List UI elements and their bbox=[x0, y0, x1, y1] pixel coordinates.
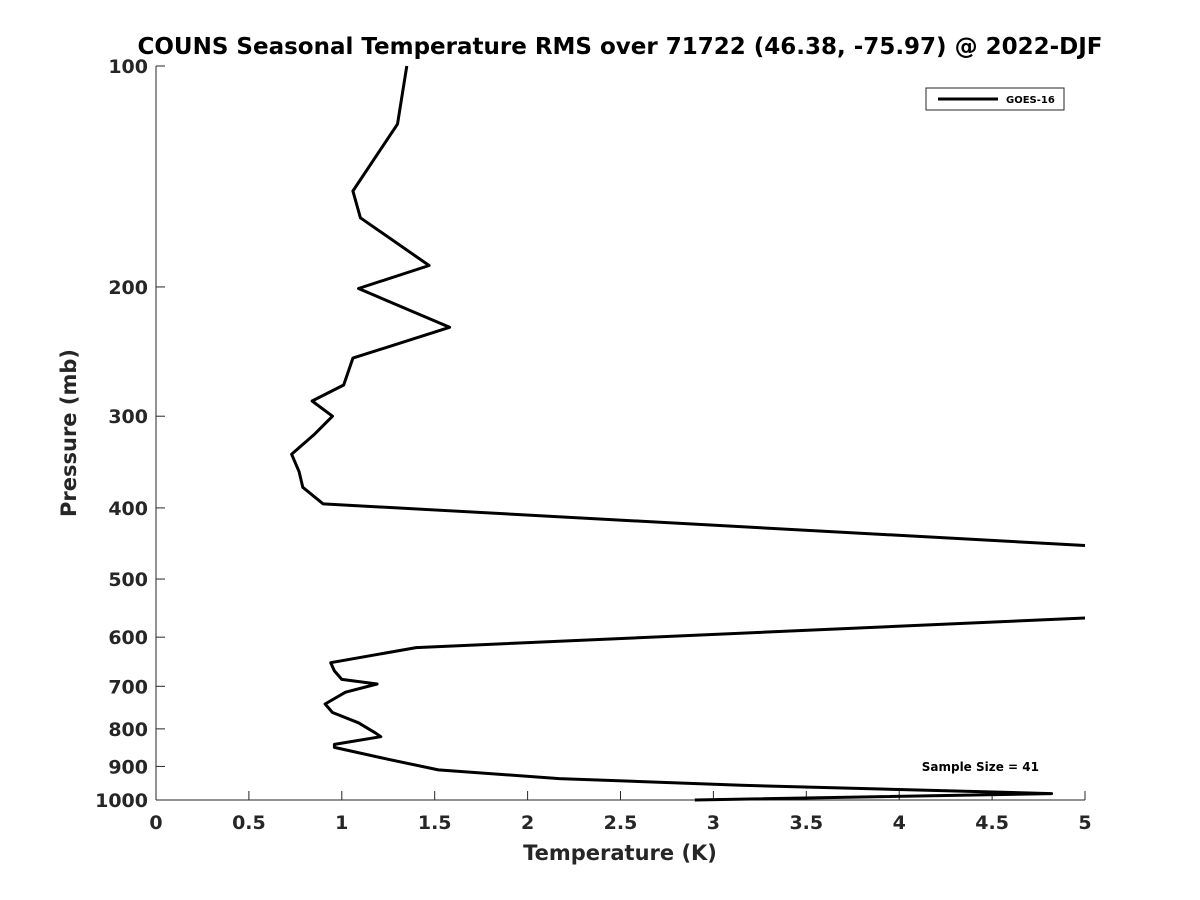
x-tick-label: 0 bbox=[149, 812, 162, 834]
y-axis-ticks: 100 200 300 400 500 600 700 800 900 1000 bbox=[95, 56, 165, 812]
y-tick-label: 900 bbox=[108, 756, 148, 778]
x-tick-label: 0.5 bbox=[232, 812, 266, 834]
series-layer bbox=[290, 65, 1086, 802]
x-tick-label: 4 bbox=[893, 812, 906, 834]
series-line-goes16 bbox=[323, 616, 1086, 802]
y-tick-label: 800 bbox=[108, 719, 148, 741]
y-tick-label: 400 bbox=[108, 498, 148, 520]
y-tick-label: 500 bbox=[108, 569, 148, 591]
x-tick-label: 2.5 bbox=[604, 812, 638, 834]
legend: GOES-16 bbox=[925, 87, 1065, 111]
x-tick-label: 4.5 bbox=[975, 812, 1009, 834]
x-tick-label: 2 bbox=[521, 812, 534, 834]
y-tick-label: 200 bbox=[108, 277, 148, 299]
y-tick-label: 100 bbox=[108, 56, 148, 78]
y-tick-label: 600 bbox=[108, 627, 148, 649]
x-tick-label: 3.5 bbox=[789, 812, 823, 834]
legend-entry-goes16: GOES-16 bbox=[1006, 95, 1055, 106]
sample-size-annotation: Sample Size = 41 bbox=[922, 760, 1039, 774]
x-axis-label: Temperature (K) bbox=[523, 841, 717, 865]
y-tick-label: 1000 bbox=[95, 790, 148, 812]
x-tick-label: 1.5 bbox=[418, 812, 452, 834]
x-axis-ticks: 0 0.5 1 1.5 2 2.5 3 3.5 4 4.5 5 bbox=[149, 791, 1092, 834]
chart-title: COUNS Seasonal Temperature RMS over 7172… bbox=[137, 34, 1102, 60]
x-tick-label: 5 bbox=[1078, 812, 1091, 834]
x-tick-label: 3 bbox=[707, 812, 720, 834]
y-tick-label: 300 bbox=[108, 406, 148, 428]
series-line-goes16 bbox=[290, 65, 1086, 547]
y-tick-label: 700 bbox=[108, 676, 148, 698]
y-axis-label: Pressure (mb) bbox=[57, 349, 81, 517]
x-tick-label: 1 bbox=[335, 812, 348, 834]
